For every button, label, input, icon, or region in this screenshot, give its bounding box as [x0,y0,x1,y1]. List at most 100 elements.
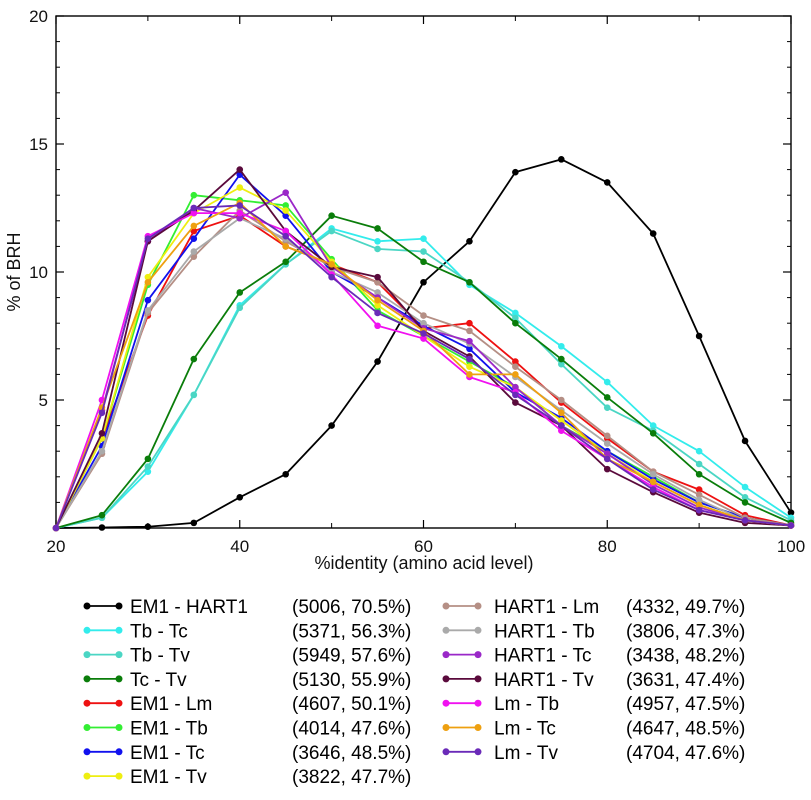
legend-label: EM1 - Tv [130,767,207,788]
data-point [420,319,427,327]
legend-swatch-dot [115,699,123,707]
data-point [649,230,657,237]
data-point [512,319,519,327]
data-point [420,330,427,337]
data-point [52,524,60,532]
data-point [512,391,519,399]
data-point [558,422,565,429]
data-point [190,191,198,199]
data-point [649,422,657,429]
data-point [558,355,565,363]
x-tick-label: 20 [47,537,66,556]
series-lines [52,156,795,532]
data-point [695,447,703,455]
legend-stats: (5006, 70.5%) [292,597,411,618]
data-point [144,273,152,281]
data-point [190,227,198,235]
data-point [558,342,565,350]
legend-stats: (3806, 47.3%) [626,621,745,642]
data-point [741,483,749,491]
legend-swatch-dot [474,626,482,634]
data-point [558,417,565,424]
data-point [190,391,198,399]
legend-swatch-dot [442,724,450,731]
data-point [190,204,198,212]
data-point [695,491,703,499]
data-point [98,447,106,455]
y-tick-label: 10 [29,263,48,282]
data-point [374,296,381,304]
data-point [236,214,244,222]
data-point [328,227,335,235]
y-axis-label: % of BRH [4,232,24,311]
legend-swatch-dot [442,748,450,756]
y-tick-label: 15 [29,135,48,154]
legend-item: HART1 - Tv (3631, 47.4%) [442,670,745,691]
data-point [374,301,381,309]
data-point [649,486,657,493]
legend-swatch-dot [474,724,482,731]
data-point [695,501,703,509]
data-point [374,278,381,286]
data-point [190,209,198,217]
series-line [55,168,792,529]
legend-stats: (5130, 55.9%) [292,670,411,691]
legend-swatch-dot [83,602,91,610]
data-point [649,470,657,478]
data-point [466,278,473,286]
data-point [374,309,381,317]
legend-swatch-dot [442,675,450,683]
data-point [466,327,473,335]
legend-stats: (3438, 48.2%) [626,646,745,667]
data-point [144,455,152,463]
data-point [144,468,152,475]
legend-stats: (5949, 57.6%) [292,646,411,667]
data-point [282,243,289,250]
data-point [558,427,565,435]
data-point [328,273,335,281]
data-point [512,371,519,378]
legend-swatch-dot [115,748,123,756]
legend-swatch-dot [115,675,123,683]
legend-label: EM1 - Tc [130,743,205,764]
data-point [512,358,519,365]
legend-swatch-dot [442,602,450,610]
x-tick-label: 40 [230,537,249,556]
data-point [512,363,519,371]
data-point [282,189,289,196]
legend-label: EM1 - Lm [130,694,212,715]
legend-label: Tc - Tv [130,670,187,691]
data-point [741,499,749,506]
data-point [420,278,427,286]
data-point [695,470,703,478]
data-point [374,225,381,232]
legend-item: HART1 - Tb (3806, 47.3%) [442,621,745,642]
data-point [282,227,289,235]
data-point [282,207,289,214]
data-point [328,212,335,219]
legend-item: Tb - Tc (5371, 56.3%) [83,621,411,642]
data-point [98,409,106,417]
legend-swatch-dot [83,651,91,659]
data-point [603,440,611,447]
legend-stats: (3646, 48.5%) [292,743,411,764]
data-point [741,517,749,524]
data-point [236,166,244,173]
data-point [236,184,244,191]
legend-label: HART1 - Tc [494,646,592,667]
series-hart1-tv [52,166,795,532]
data-point [282,232,289,240]
legend-label: HART1 - Lm [494,597,599,618]
legend-swatch-dot [442,651,450,659]
data-point [282,258,289,266]
data-point [512,399,519,406]
x-tick-label: 100 [777,537,805,556]
data-point [695,332,703,340]
data-point [144,523,152,531]
data-point [603,455,611,463]
data-point [787,522,795,529]
data-point [144,296,152,304]
data-point [236,304,244,312]
data-point [603,394,611,401]
